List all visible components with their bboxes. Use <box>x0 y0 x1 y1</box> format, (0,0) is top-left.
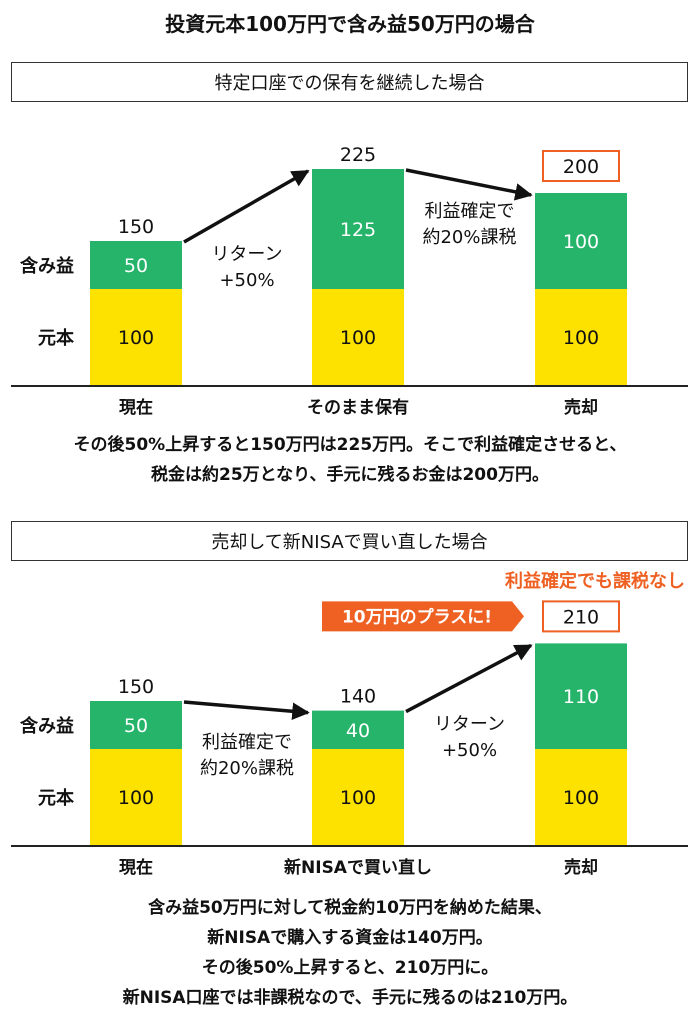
transition-arrow <box>405 168 533 201</box>
bar-principal <box>90 289 182 385</box>
section-2-header: 売却して新NISAで買い直した場合 <box>11 521 688 561</box>
bar-principal-label: 100 <box>563 787 599 809</box>
bar-gain <box>312 169 404 289</box>
bar-gain <box>535 643 627 749</box>
transition-label: +50% <box>219 270 274 291</box>
bar-gain-label: 110 <box>563 686 599 708</box>
total-highlight-box <box>542 150 620 182</box>
category-label: 現在 <box>119 857 153 878</box>
bar-principal <box>312 289 404 385</box>
transition-arrow <box>183 169 310 244</box>
total-label: 140 <box>340 686 376 708</box>
category-label: 売却 <box>564 397 598 418</box>
section-2-description: 含み益50万円に対して税金約10万円を納めた結果、 新NISAで購入する資金は1… <box>0 893 700 1013</box>
row-label-gain: 含み益 <box>20 715 74 737</box>
bar-gain <box>90 701 182 749</box>
bar-principal-label: 100 <box>340 787 376 809</box>
total-label: 150 <box>118 676 154 698</box>
description-line: その後50%上昇すると150万円は225万円。そこで利益確定させると、 <box>73 435 627 455</box>
chart-rebuy-nisa: 100 50 150 現在 100 40 140 新NISAで買い直し 100 110 210 売却 含… <box>11 570 688 878</box>
callout-text: 10万円のプラスに! <box>342 606 492 627</box>
bar-principal-label: 100 <box>563 327 599 349</box>
total-label: 200 <box>563 156 599 178</box>
bar-gain-label: 50 <box>124 715 148 737</box>
bar-principal <box>535 749 627 845</box>
bar-principal-label: 100 <box>118 327 154 349</box>
transition-label: 約20%課税 <box>200 758 294 779</box>
description-line: その後50%上昇すると、210万円に。 <box>201 958 499 978</box>
bar-gain-label: 40 <box>346 720 370 742</box>
description-line: 含み益50万円に対して税金約10万円を納めた結果、 <box>148 898 552 918</box>
chart-hold-taxable: 100 50 150 現在 100 125 225 そのまま保有 100 100 200 売却 含み益元… <box>11 144 688 418</box>
bar-principal-label: 100 <box>118 787 154 809</box>
bar-gain-label: 125 <box>340 219 376 241</box>
total-label: 210 <box>563 606 599 628</box>
category-label: 売却 <box>564 857 598 878</box>
transition-label: リターン <box>434 714 505 735</box>
transition-arrow <box>183 700 310 720</box>
transition-label: 利益確定で <box>425 201 515 222</box>
bar-gain <box>90 241 182 289</box>
callout-badge <box>322 601 524 632</box>
section-1-description: その後50%上昇すると150万円は225万円。そこで利益確定させると、 税金は約… <box>0 430 700 490</box>
total-label: 225 <box>340 144 376 166</box>
description-line: 新NISAで購入する資金は140万円。 <box>207 928 493 948</box>
bar-principal <box>312 749 404 845</box>
bar-gain <box>312 710 404 749</box>
bar-gain <box>535 193 627 289</box>
bar-principal-label: 100 <box>340 327 376 349</box>
section-1-header: 特定口座での保有を継続した場合 <box>11 62 688 102</box>
page-title: 投資元本100万円で含み益50万円の場合 <box>165 12 535 36</box>
total-label: 150 <box>118 216 154 238</box>
transition-label: リターン <box>211 244 282 265</box>
total-highlight-box <box>542 600 620 633</box>
transition-label: +50% <box>442 740 497 761</box>
transition-arrow <box>405 643 533 714</box>
row-label-gain: 含み益 <box>20 255 74 277</box>
transition-label: 利益確定で <box>202 732 292 753</box>
category-label: 新NISAで買い直し <box>284 857 432 878</box>
bar-principal <box>535 289 627 385</box>
bar-gain-label: 100 <box>563 231 599 253</box>
bar-gain-label: 50 <box>124 255 148 277</box>
transition-label: 約20%課税 <box>422 227 516 248</box>
row-label-principal: 元本 <box>38 327 74 349</box>
row-label-principal: 元本 <box>38 787 74 809</box>
description-line: 新NISA口座では非課税なので、手元に残るのは210万円。 <box>122 988 578 1008</box>
tax-free-note: 利益確定でも課税なし <box>505 570 685 592</box>
category-label: そのまま保有 <box>307 397 409 418</box>
category-label: 現在 <box>119 397 153 418</box>
bar-principal <box>90 749 182 845</box>
description-line: 税金は約25万となり、手元に残るお金は200万円。 <box>151 465 549 485</box>
